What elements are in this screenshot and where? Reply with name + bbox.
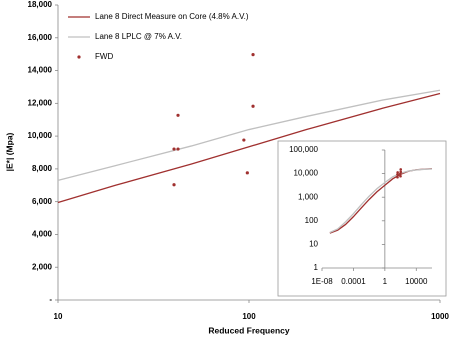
y-tick-label: 12,000 <box>28 98 53 107</box>
y-tick-label: 10 <box>309 240 318 249</box>
y-tick-label: 18,000 <box>28 0 53 9</box>
y-tick-label: - <box>49 295 52 304</box>
y-tick-label: 6,000 <box>32 197 53 206</box>
x-tick-label: 1E-08 <box>311 277 333 286</box>
y-axis-label: |E*| (Mpa) <box>4 132 14 171</box>
data-point <box>251 104 255 108</box>
inset-data-point <box>396 175 399 179</box>
data-point <box>245 171 249 175</box>
y-tick-label: 8,000 <box>32 164 53 173</box>
data-point <box>251 53 255 57</box>
inset-data-point <box>396 171 399 174</box>
y-tick-label: 16,000 <box>28 33 53 42</box>
y-tick-label: 14,000 <box>28 66 53 75</box>
legend-label: FWD <box>95 52 113 61</box>
x-tick-label: 1 <box>383 277 388 286</box>
data-point <box>242 138 246 142</box>
legend-label: Lane 8 LPLC @ 7% A.V. <box>95 32 182 41</box>
inset-data-point <box>399 170 403 174</box>
x-tick-label: 10 <box>54 312 63 321</box>
data-point <box>172 147 176 151</box>
inset-data-point <box>396 173 399 176</box>
x-tick-label: 0.0001 <box>341 277 366 286</box>
x-tick-label: 1000 <box>431 312 449 321</box>
data-point <box>172 183 176 187</box>
x-axis-label: Reduced Frequency <box>208 325 290 335</box>
data-point <box>176 113 180 117</box>
series-line <box>57 89 441 181</box>
y-tick-label: 10,000 <box>28 131 53 140</box>
series-line <box>329 168 433 234</box>
y-tick-label: 10,000 <box>294 169 319 178</box>
y-tick-label: 2,000 <box>32 262 53 271</box>
inset-data-point <box>399 172 402 176</box>
inset-data-point <box>399 174 402 178</box>
x-tick-label: 100 <box>242 312 256 321</box>
series-line <box>57 92 441 204</box>
legend-label: Lane 8 Direct Measure on Core (4.8% A.V.… <box>95 12 249 21</box>
legend-swatch <box>77 55 81 59</box>
data-point <box>176 147 180 151</box>
x-tick-label: 10000 <box>405 277 428 286</box>
y-tick-label: 100 <box>305 216 319 225</box>
y-tick-label: 1 <box>314 263 319 272</box>
inset-data-point <box>399 168 403 171</box>
y-tick-label: 4,000 <box>32 230 53 239</box>
y-tick-label: 1,000 <box>298 192 319 201</box>
inset-frame <box>277 140 447 297</box>
y-tick-label: 100,000 <box>289 145 318 154</box>
